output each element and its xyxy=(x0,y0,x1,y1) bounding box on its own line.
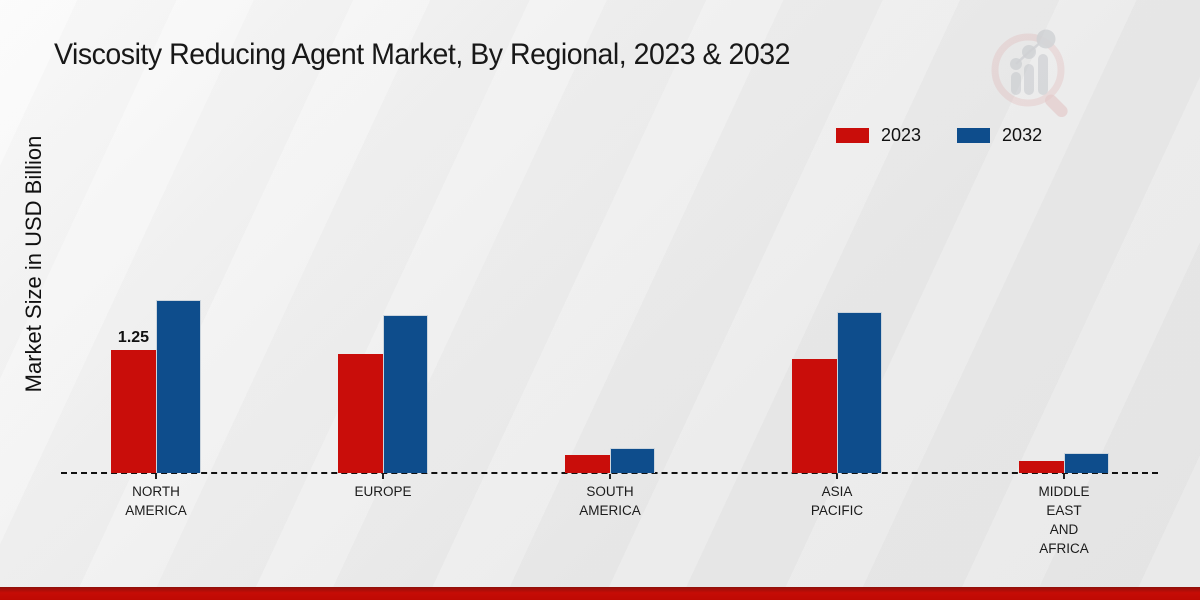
bar-2023-middle-east-and-africa xyxy=(1019,461,1064,473)
bar-2032-europe xyxy=(383,315,428,473)
legend: 2023 2032 xyxy=(836,125,1042,146)
bar-2023-south-america xyxy=(565,455,610,473)
category-label-south-america: SOUTH AMERICA xyxy=(579,484,641,518)
x-axis-baseline xyxy=(61,472,1158,474)
legend-item-2023: 2023 xyxy=(836,125,921,146)
x-axis-tick-europe xyxy=(382,474,384,479)
bar-2032-middle-east-and-africa xyxy=(1064,453,1109,473)
bar-2023-europe xyxy=(338,354,383,473)
bar-2023-north-america xyxy=(111,350,156,473)
bar-value-label-north-america-2023: 1.25 xyxy=(117,329,150,346)
x-axis-tick-asia-pacific xyxy=(836,474,838,479)
legend-item-2032: 2032 xyxy=(957,125,1042,146)
category-label-middle-east-and-africa: MIDDLE EAST AND AFRICA xyxy=(1038,484,1090,556)
legend-label-2032: 2032 xyxy=(1002,125,1043,145)
category-label-europe: EUROPE xyxy=(354,484,412,499)
legend-label-2023: 2023 xyxy=(881,125,922,145)
legend-swatch-2032 xyxy=(957,128,991,143)
x-axis-tick-middle-east-and-africa xyxy=(1063,474,1065,479)
bar-2032-north-america xyxy=(156,300,201,473)
chart-title: Viscosity Reducing Agent Market, By Regi… xyxy=(54,38,791,71)
legend-swatch-2023 xyxy=(836,128,869,143)
category-label-north-america: NORTH AMERICA xyxy=(125,484,187,518)
magnifier-barchart-logo-watermark xyxy=(991,29,1068,117)
category-label-asia-pacific: ASIA PACIFIC xyxy=(810,484,864,518)
bar-2032-asia-pacific xyxy=(837,312,882,473)
x-axis-tick-north-america xyxy=(155,474,157,479)
bar-2032-south-america xyxy=(610,448,655,473)
footer-accent-bar xyxy=(0,587,1200,600)
x-axis-tick-south-america xyxy=(609,474,611,479)
bar-2023-asia-pacific xyxy=(792,359,837,473)
